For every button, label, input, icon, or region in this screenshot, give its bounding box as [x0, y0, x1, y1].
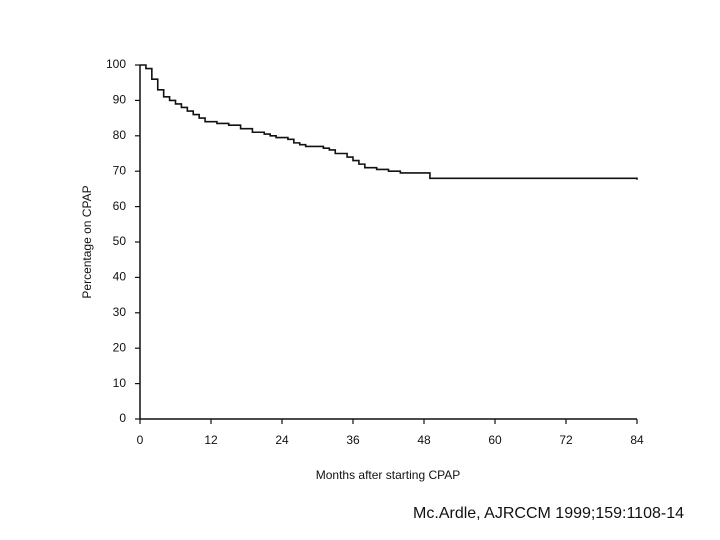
y-tick-label: 80	[113, 128, 127, 142]
y-tick-label: 0	[119, 411, 126, 425]
y-tick-label: 100	[106, 57, 126, 71]
y-tick-label: 60	[113, 199, 127, 213]
y-tick-label: 40	[113, 270, 127, 284]
y-axis-title: Percentage on CPAP	[80, 185, 94, 298]
survival-line	[140, 64, 638, 180]
y-tick-label: 20	[113, 340, 127, 354]
x-tick-label: 48	[417, 433, 431, 447]
x-tick-label: 12	[204, 433, 218, 447]
y-tick-label: 30	[113, 305, 127, 319]
citation: Mc.Ardle, AJRCCM 1999;159:1108-14	[413, 505, 684, 522]
x-axis-title: Months after starting CPAP	[316, 468, 461, 482]
y-tick-label: 90	[113, 93, 127, 107]
x-tick-label: 36	[346, 433, 360, 447]
x-tick-label: 84	[630, 433, 644, 447]
x-tick-label: 24	[275, 433, 289, 447]
y-tick-label: 10	[113, 376, 127, 390]
y-tick-label: 70	[113, 163, 127, 177]
x-tick-label: 72	[559, 433, 573, 447]
x-tick-label: 0	[137, 433, 144, 447]
x-tick-label: 60	[488, 433, 502, 447]
y-tick-label: 50	[113, 234, 127, 248]
